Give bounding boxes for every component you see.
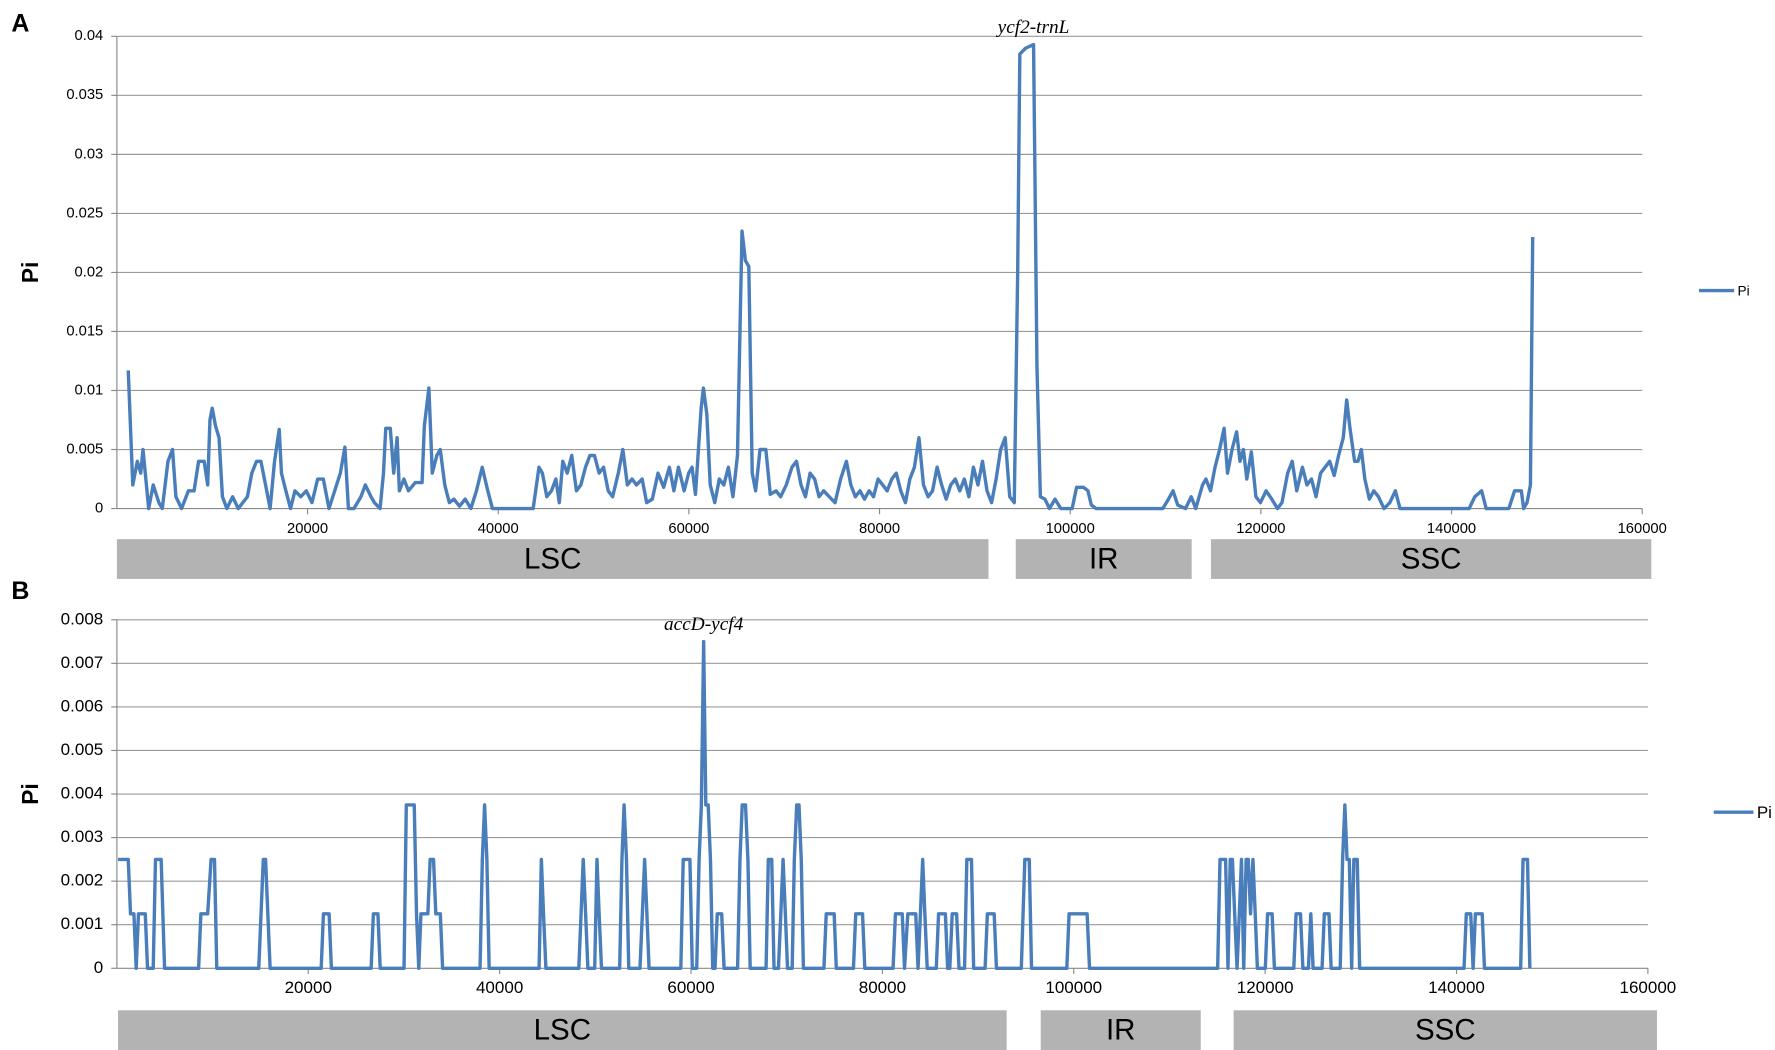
legend-label: Pi (1757, 803, 1772, 822)
y-axis-label: Pi (17, 262, 43, 283)
y-axis-label: Pi (17, 783, 43, 804)
series-line (126, 42, 1535, 511)
y-tick-label: 0.008 (61, 609, 104, 628)
region-bar (118, 1010, 1007, 1050)
region-label: IR (1106, 1014, 1135, 1047)
y-tick-label: 0.003 (61, 827, 104, 846)
region-label: IR (1089, 543, 1118, 576)
region-bar (1015, 539, 1192, 579)
x-tick-label: 80000 (859, 978, 906, 997)
x-tick-label: 160000 (1618, 521, 1667, 537)
region-bar (1233, 1010, 1657, 1050)
x-tick-label: 140000 (1427, 521, 1476, 537)
x-tick-label: 140000 (1428, 978, 1485, 997)
x-tick-label: 120000 (1236, 521, 1285, 537)
y-tick-label: 0.03 (75, 146, 104, 162)
x-tick-label: 100000 (1045, 978, 1102, 997)
y-tick-label: 0.01 (75, 382, 104, 398)
y-tick-label: 0.005 (66, 441, 103, 457)
y-tick-label: 0.007 (61, 653, 104, 672)
y-tick-label: 0.002 (61, 871, 104, 890)
x-tick-label: 60000 (668, 521, 709, 537)
x-tick-label: 120000 (1237, 978, 1294, 997)
series-line (118, 639, 1532, 970)
y-tick-label: 0 (94, 958, 103, 977)
x-tick-label: 20000 (285, 978, 332, 997)
panel: B Pi 0 0.001 0.002 0.003 0.004 0.005 0.006 0.007 0… (11, 577, 1772, 1050)
y-tick-label: 0.004 (61, 784, 104, 803)
panel: A Pi 0 0.005 0.01 0.015 0.02 0.025 0.03 0.035 0.04… (11, 10, 1750, 579)
x-tick-label: 80000 (859, 521, 900, 537)
x-tick-label: 20000 (287, 521, 328, 537)
region-label: LSC (524, 543, 581, 576)
y-tick-label: 0.001 (61, 914, 104, 933)
region-bar (1210, 539, 1652, 579)
region-label: LSC (534, 1014, 591, 1047)
x-tick-label: 40000 (478, 521, 519, 537)
y-tick-label: 0.006 (61, 696, 104, 715)
x-tick-label: 160000 (1620, 978, 1677, 997)
legend-label: Pi (1738, 283, 1750, 298)
y-tick-label: 0.02 (75, 264, 104, 280)
y-tick-label: 0.005 (61, 740, 104, 759)
panel-label: B (11, 577, 29, 605)
y-tick-label: 0.035 (66, 87, 103, 103)
y-tick-label: 0.015 (66, 323, 103, 339)
annotation: ycf2-trnL (996, 17, 1070, 38)
x-tick-label: 60000 (667, 978, 714, 997)
y-tick-label: 0.025 (66, 205, 103, 221)
annotation: accD-ycf4 (664, 614, 744, 635)
x-tick-label: 40000 (476, 978, 523, 997)
region-bar (116, 539, 989, 579)
y-tick-label: 0 (95, 500, 103, 516)
region-label: SSC (1415, 1014, 1476, 1047)
region-bar (1040, 1010, 1201, 1050)
region-label: SSC (1401, 543, 1462, 576)
panel-label: A (11, 10, 29, 38)
y-tick-label: 0.04 (75, 28, 104, 44)
x-tick-label: 100000 (1046, 521, 1095, 537)
